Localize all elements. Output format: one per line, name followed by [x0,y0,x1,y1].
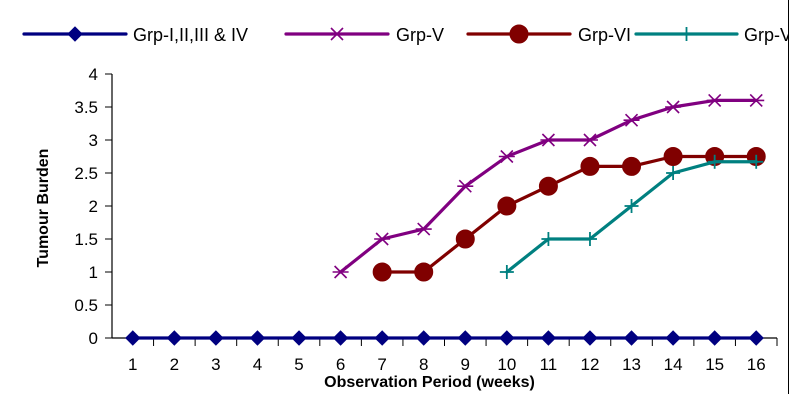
data-point [707,154,722,169]
legend-item-2: Grp-V [284,25,444,45]
data-point [663,147,683,166]
data-point [374,232,391,246]
data-point [665,330,681,346]
data-point [665,100,682,114]
data-point [416,330,432,346]
data-point [291,330,307,346]
legend-marker-4 [679,27,694,41]
legend-marker-2 [329,27,345,41]
data-point [249,330,266,346]
series-4 [499,154,764,279]
data-point [540,133,557,147]
data-point [582,232,597,246]
x-tick-label: 1 [128,355,137,374]
x-tick-label: 4 [253,355,262,374]
data-point [457,179,474,193]
data-point [208,330,224,346]
data-point [332,330,349,346]
data-point [706,330,723,346]
legend-marker-1 [67,26,83,42]
legend-item-1: Grp-I,II,III & IV [22,25,248,45]
series-1 [125,330,764,346]
y-tick-label: 0 [89,329,98,348]
x-tick-label: 9 [461,355,470,374]
y-axis-title: Tumour Burden [35,149,52,268]
legend-label-1: Grp-I,II,III & IV [133,25,248,45]
x-axis-title: Observation Period (weeks) [324,374,535,391]
data-point [374,330,390,346]
data-point [749,154,764,169]
y-axis: 0 0.5 1 1.5 2 2.5 3 3.5 4 [74,65,113,348]
x-tick-label: 16 [747,355,766,374]
data-point [623,113,640,127]
y-tick-label: 4 [89,65,98,84]
data-point [332,265,349,279]
data-point [125,330,141,346]
x-axis: 1 2 3 4 5 6 7 8 9 10 11 12 13 14 15 16 [112,337,778,374]
x-tick-label: 11 [540,355,558,374]
series-layer [125,93,766,346]
x-tick-label: 7 [377,355,386,374]
data-point [623,330,640,346]
x-tick-label: 14 [664,355,683,374]
data-point [706,93,723,107]
x-tick-label: 6 [336,355,345,374]
series-3 [372,147,766,282]
y-tick-label: 0.5 [74,296,98,315]
data-point [624,199,639,213]
data-point [581,133,598,147]
data-point [666,166,681,180]
data-point [538,176,558,196]
data-point [415,222,432,236]
y-tick-label: 3 [89,131,98,150]
data-point [498,149,515,164]
y-tick-label: 3.5 [74,98,98,117]
data-point [541,232,556,246]
data-point [580,156,600,176]
x-tick-label: 12 [581,355,600,374]
legend-label-3: Grp-VI [578,25,631,45]
data-point [455,229,475,249]
data-point [497,196,517,216]
x-tick-label: 8 [419,355,428,374]
x-tick-label: 5 [294,355,303,374]
data-point [499,330,515,346]
legend-item-3: Grp-VI [466,24,631,45]
data-point [748,330,764,346]
data-point [622,156,642,176]
data-point [372,262,392,282]
data-point [414,262,434,282]
legend-marker-3 [509,24,529,44]
data-point [748,93,765,107]
y-tick-label: 2.5 [74,164,98,183]
series-line-3 [380,154,758,274]
legend: Grp-I,II,III & IV Grp-V Grp-VI Grp-VII [22,24,789,45]
y-tick-label: 1.5 [74,230,98,249]
y-tick-label: 2 [89,197,98,216]
x-tick-label: 15 [705,355,724,374]
data-point [582,330,598,346]
data-point [457,330,473,346]
y-tick-label: 1 [89,263,98,282]
legend-label-2: Grp-V [396,25,444,45]
data-point [499,265,514,279]
legend-label-4: Grp-VII [744,25,789,45]
series-2 [332,93,765,279]
x-tick-label: 13 [622,355,641,374]
data-point [166,330,183,346]
x-tick-label: 10 [497,355,516,374]
data-point [540,330,557,346]
x-tick-label: 2 [170,355,179,374]
legend-item-4: Grp-VII [634,25,789,45]
x-tick-label: 3 [211,355,220,374]
